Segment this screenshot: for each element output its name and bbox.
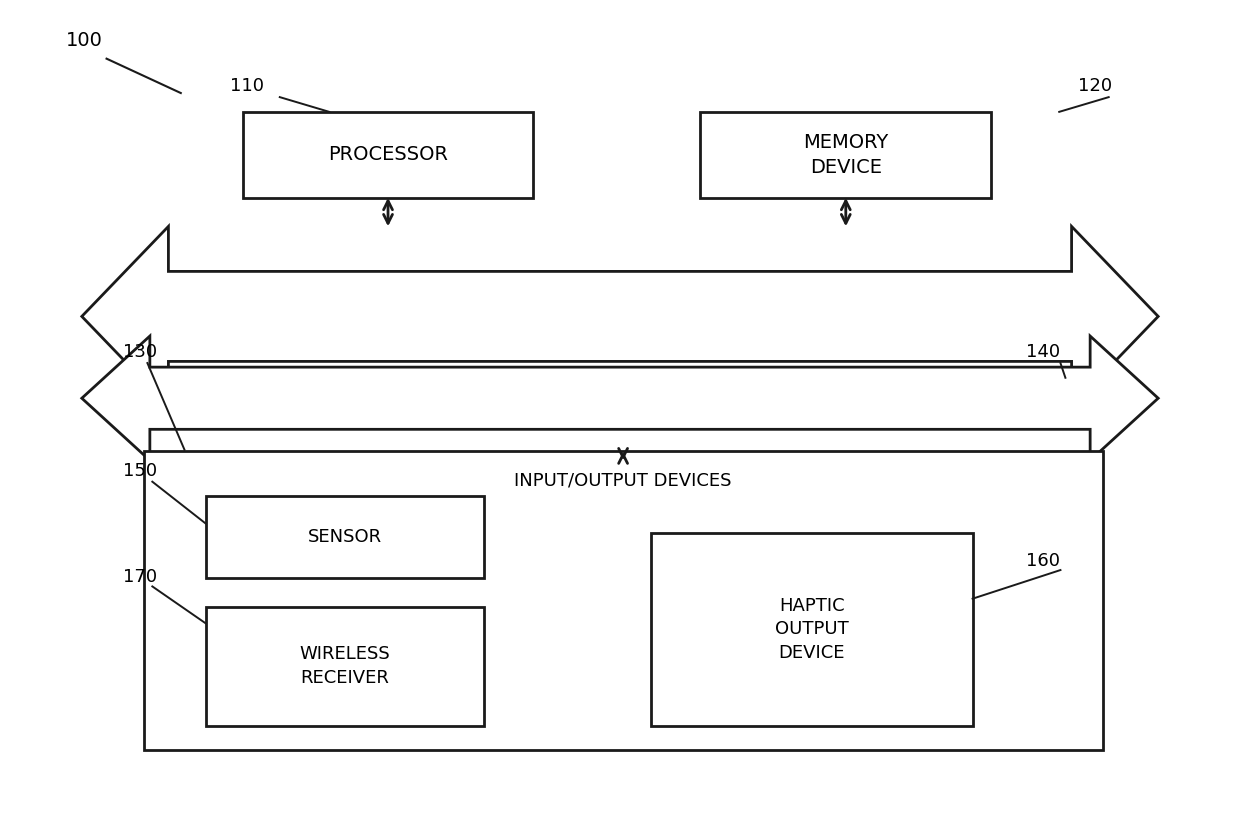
Text: 100: 100: [66, 31, 103, 50]
Polygon shape: [82, 336, 1158, 461]
Text: 170: 170: [123, 568, 156, 586]
Bar: [701, 112, 991, 198]
Text: INPUT/OUTPUT DEVICES: INPUT/OUTPUT DEVICES: [515, 472, 732, 490]
Bar: [206, 497, 484, 578]
Text: 120: 120: [1078, 77, 1112, 95]
Text: 150: 150: [123, 462, 156, 480]
Bar: [206, 607, 484, 726]
Text: MEMORY
DEVICE: MEMORY DEVICE: [804, 133, 888, 177]
Bar: [243, 112, 533, 198]
Text: 160: 160: [1025, 552, 1060, 570]
Text: 130: 130: [123, 343, 156, 361]
Text: 140: 140: [1025, 343, 1060, 361]
Text: PROCESSOR: PROCESSOR: [329, 145, 448, 164]
Bar: [651, 533, 972, 726]
Text: HAPTIC
OUTPUT
DEVICE: HAPTIC OUTPUT DEVICE: [775, 597, 848, 662]
Text: SENSOR: SENSOR: [308, 529, 382, 546]
Text: 110: 110: [231, 77, 264, 95]
Polygon shape: [82, 227, 1158, 406]
Bar: [144, 452, 1102, 750]
Text: WIRELESS
RECEIVER: WIRELESS RECEIVER: [299, 645, 391, 687]
